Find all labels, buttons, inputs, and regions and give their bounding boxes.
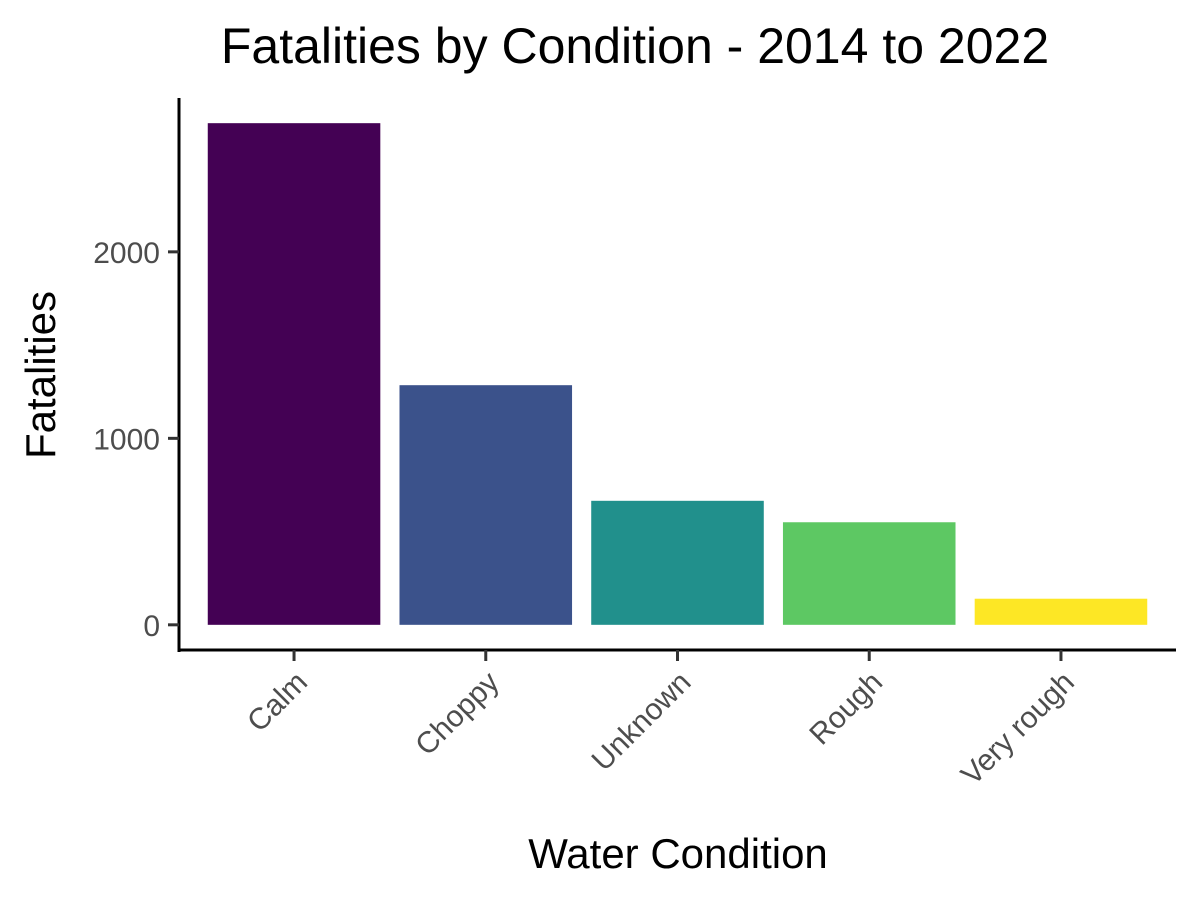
x-tick-label-choppy: Choppy: [409, 666, 505, 762]
chart-title: Fatalities by Condition - 2014 to 2022: [221, 18, 1049, 74]
bar-very-rough: [974, 598, 1148, 625]
y-axis-title: Fatalities: [17, 291, 64, 459]
bar-choppy: [399, 385, 573, 625]
y-tick-label: 0: [143, 610, 160, 643]
x-tick-label-rough: Rough: [803, 666, 889, 752]
x-axis-title: Water Condition: [528, 830, 828, 877]
y-tick-label: 2000: [93, 237, 160, 270]
y-ticks-group: 0 1000 2000: [93, 237, 179, 643]
bar-unknown: [591, 500, 764, 625]
x-tick-label-calm: Calm: [241, 666, 314, 739]
x-ticks-group: Calm Choppy Unknown Rough Very rough: [241, 650, 1081, 792]
bar-rough: [782, 522, 956, 625]
bar-calm: [207, 123, 381, 625]
x-tick-label-unknown: Unknown: [586, 666, 698, 778]
y-tick-label: 1000: [93, 423, 160, 456]
bars-group: [207, 123, 1148, 625]
x-tick-label-very-rough: Very rough: [955, 666, 1081, 792]
